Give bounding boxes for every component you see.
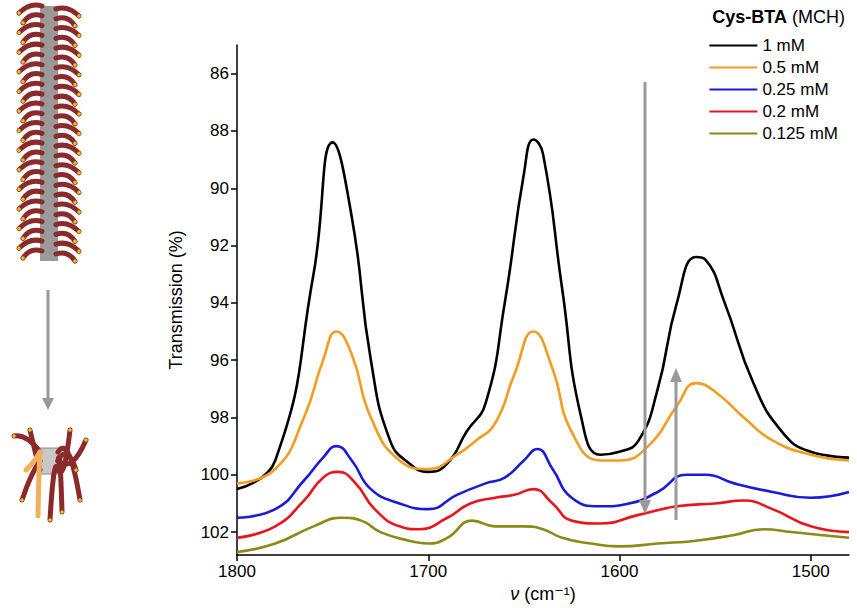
svg-text:ν: ν (510, 584, 519, 604)
svg-text:100: 100 (201, 465, 229, 484)
svg-text:98: 98 (210, 408, 229, 427)
svg-text:86: 86 (210, 64, 229, 83)
svg-text:(cm⁻¹): (cm⁻¹) (519, 584, 575, 604)
svg-text:0.125 mM: 0.125 mM (762, 124, 838, 143)
svg-text:1500: 1500 (792, 562, 830, 581)
svg-text:1600: 1600 (601, 562, 639, 581)
svg-text:90: 90 (210, 179, 229, 198)
svg-text:88: 88 (210, 121, 229, 140)
svg-text:0.2 mM: 0.2 mM (762, 102, 819, 121)
svg-text:92: 92 (210, 236, 229, 255)
svg-text:1 mM: 1 mM (762, 36, 805, 55)
svg-text:94: 94 (210, 293, 229, 312)
svg-text:1800: 1800 (218, 562, 256, 581)
svg-text:0.5 mM: 0.5 mM (762, 58, 819, 77)
svg-text:(MCH): (MCH) (787, 7, 845, 27)
svg-text:1700: 1700 (409, 562, 447, 581)
svg-text:Transmission (%): Transmission (%) (166, 230, 186, 369)
svg-text:Cys-BTA: Cys-BTA (712, 7, 787, 27)
svg-text:102: 102 (201, 523, 229, 542)
svg-text:96: 96 (210, 351, 229, 370)
svg-text:0.25 mM: 0.25 mM (762, 80, 828, 99)
